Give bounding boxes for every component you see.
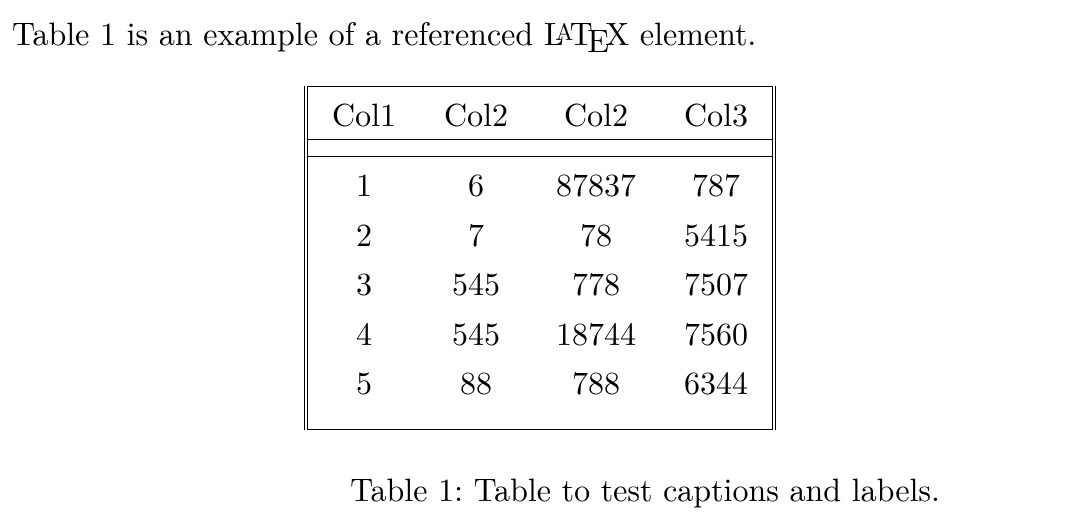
table-container: Col1 Col2 Col2 Col3 1 6 87837 787 2 [0,86,1080,430]
caption-text: Table to test captions and labels. [463,466,940,511]
intro-sentence: Table 1 is an example of a referenced LA… [0,14,1080,52]
col-header: Col3 [660,87,774,140]
table-row: 5 88 788 6344 [306,357,774,407]
document-page: Table 1 is an example of a referenced LA… [0,0,1080,532]
table-row: 1 6 87837 787 [306,156,774,208]
table-cell: 3 [306,258,420,308]
table-cell: 78 [532,209,660,259]
table-row: 2 7 78 5415 [306,209,774,259]
intro-text-before: Table 1 is an example of a referenced [12,10,544,55]
table-cell: 7 [420,209,532,259]
table-body: 1 6 87837 787 2 7 78 5415 3 545 778 7507 [306,156,774,429]
trailing-spacer-row [306,407,774,430]
header-spacer-row [306,139,774,156]
table-cell: 4 [306,308,420,358]
latex-e: E [587,17,609,62]
table-cell: 787 [660,156,774,208]
col-header: Col2 [420,87,532,140]
table-header-row: Col1 Col2 Col2 Col3 [306,87,774,140]
table-cell: 7507 [660,258,774,308]
table-cell: 545 [420,258,532,308]
table-cell: 778 [532,258,660,308]
table-cell: 87837 [532,156,660,208]
table-cell: 7560 [660,308,774,358]
caption-label: Table 1: [350,466,463,511]
table-cell: 5415 [660,209,774,259]
table-cell: 6344 [660,357,774,407]
table-cell: 788 [532,357,660,407]
table-cell: 18744 [532,308,660,358]
table-caption: Table 1: Table to test captions and labe… [0,466,1080,511]
table-cell: 1 [306,156,420,208]
latex-logo: LATEX [544,14,629,52]
col-header: Col1 [306,87,420,140]
table-row: 3 545 778 7507 [306,258,774,308]
latex-a: A [555,13,573,47]
table-cell: 88 [420,357,532,407]
table-row: 4 545 18744 7560 [306,308,774,358]
table-cell: 545 [420,308,532,358]
table-cell: 6 [420,156,532,208]
intro-text-after: element. [629,10,756,55]
table-cell: 5 [306,357,420,407]
table-head: Col1 Col2 Col2 Col3 [306,87,774,157]
data-table: Col1 Col2 Col2 Col3 1 6 87837 787 2 [304,86,776,430]
col-header: Col2 [532,87,660,140]
table-cell: 2 [306,209,420,259]
